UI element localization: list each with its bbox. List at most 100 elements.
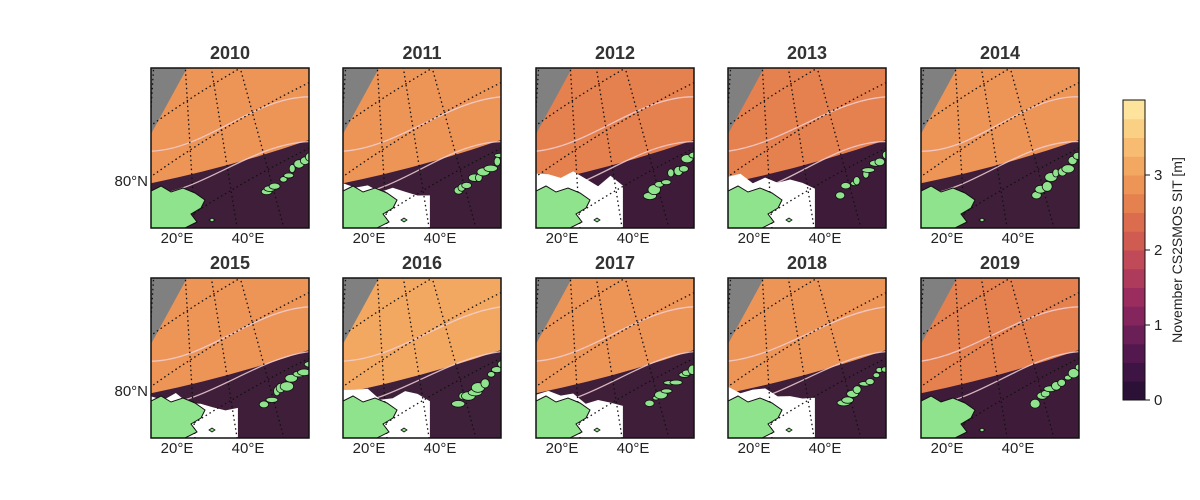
franz-josef-land-island	[279, 176, 288, 183]
colorbar-segment	[1123, 137, 1145, 157]
map-field	[536, 68, 694, 228]
franz-josef-land-island	[268, 182, 281, 190]
latitude-arc	[343, 291, 501, 388]
meridian-line	[595, 278, 623, 438]
island-land	[593, 217, 601, 223]
latitude-arc	[536, 81, 694, 178]
island-land	[400, 427, 408, 433]
latitude-arc	[555, 357, 694, 438]
meridian-line	[239, 68, 285, 228]
franz-josef-land-island	[451, 400, 466, 408]
meridian-line	[536, 278, 540, 330]
map-field	[728, 68, 886, 228]
meridian-line	[624, 68, 670, 228]
franz-josef-land-island	[279, 381, 294, 392]
colorbar-segment	[1123, 156, 1145, 176]
panel-title: 2013	[787, 43, 827, 63]
meridian-line	[343, 278, 347, 330]
sit-contour-line	[151, 96, 309, 152]
map-field	[921, 68, 1079, 228]
franz-josef-land-island	[1061, 164, 1075, 174]
colorbar-segment	[1123, 250, 1145, 270]
svalbard-land	[728, 395, 783, 438]
latitude-arc	[170, 357, 309, 438]
franz-josef-land-island	[852, 385, 862, 394]
franz-josef-land-island	[874, 157, 886, 167]
svalbard-land	[343, 185, 398, 228]
map-field	[343, 278, 501, 438]
missing-data-area	[921, 68, 957, 134]
franz-josef-land-island	[881, 366, 886, 373]
island-land	[593, 427, 601, 433]
meridian-line	[980, 68, 1008, 228]
latitude-arc	[151, 68, 242, 127]
longitude-label: 40°E	[232, 440, 265, 457]
panel-title: 2018	[787, 253, 827, 273]
missing-data-area	[343, 278, 379, 344]
island-land	[785, 427, 793, 433]
colorbar-segment	[1123, 193, 1145, 213]
meridian-line	[921, 278, 925, 330]
franz-josef-land-island	[872, 372, 881, 379]
meridian-line	[1009, 68, 1055, 228]
map-panel-2012: 2012 20°E 40°E	[535, 43, 695, 247]
panel-title: 2011	[402, 43, 441, 63]
franz-josef-land-island	[840, 182, 851, 190]
sit-contour-line	[728, 96, 886, 152]
franz-josef-land-island	[660, 388, 673, 394]
colorbar-segment	[1123, 100, 1145, 120]
panel-title: 2014	[980, 43, 1020, 63]
longitude-label: 20°E	[738, 230, 771, 247]
franz-josef-land-island	[303, 361, 309, 368]
longitude-label: 20°E	[161, 230, 194, 247]
island-land	[785, 217, 793, 223]
meridian-line	[816, 68, 862, 228]
franz-josef-land-island	[835, 191, 846, 200]
franz-josef-land-island	[1057, 378, 1066, 387]
missing-data-area	[151, 68, 187, 134]
franz-josef-land-island	[644, 399, 655, 407]
map-panel-2016: 2016 20°E 40°E	[342, 253, 502, 457]
meridian-line	[816, 278, 862, 438]
franz-josef-land-island	[667, 168, 675, 178]
latitude-arc	[343, 81, 501, 178]
meridian-line	[624, 278, 670, 438]
latitude-arc	[921, 81, 1079, 178]
latitude-arc	[151, 81, 309, 178]
meridian-line	[980, 278, 1008, 438]
franz-josef-land-island	[491, 366, 501, 373]
map-frame	[342, 67, 502, 229]
sit-contour-line	[536, 306, 694, 362]
latitude-arc	[940, 357, 1079, 438]
longitude-label: 40°E	[809, 440, 842, 457]
longitude-label: 20°E	[546, 440, 579, 457]
meridian-line	[343, 68, 347, 120]
map-frame	[920, 277, 1080, 439]
missing-data-area	[921, 278, 957, 344]
map-panels: 2010 20°E 40°E 80°N 2011 20°E 40°E 2012 20°E 40°E…	[114, 43, 1080, 457]
franz-josef-land-island	[661, 179, 672, 186]
latitude-arc	[728, 81, 886, 178]
map-frame	[727, 67, 887, 229]
franz-josef-land-island	[283, 172, 295, 179]
meridian-line	[431, 68, 477, 228]
map-frame	[342, 277, 502, 439]
missing-data-area	[151, 278, 187, 344]
sit-contour-line	[921, 306, 1079, 362]
colorbar-segment	[1123, 362, 1145, 382]
franz-josef-land-island	[861, 167, 876, 173]
map-frame	[150, 67, 310, 229]
latitude-arc	[921, 278, 1012, 337]
map-field	[151, 68, 309, 228]
franz-josef-land-island	[487, 371, 496, 378]
colorbar-segment	[1123, 306, 1145, 326]
map-panel-2011: 2011 20°E 40°E	[342, 43, 502, 247]
colorbar-segment	[1123, 343, 1145, 363]
latitude-arc	[555, 147, 694, 228]
franz-josef-land-island	[687, 364, 694, 375]
latitude-arc	[343, 278, 434, 337]
franz-josef-land-island	[1029, 398, 1041, 409]
colorbar-segment	[1123, 175, 1145, 195]
latitude-arc	[921, 68, 1012, 127]
